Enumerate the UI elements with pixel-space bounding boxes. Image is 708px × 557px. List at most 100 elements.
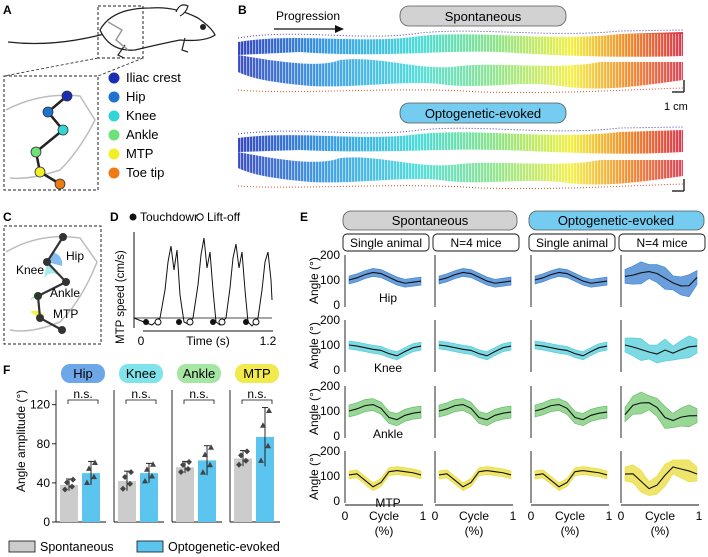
panel-b: Progression Spontaneous 1 cm Optogenetic… xyxy=(237,5,688,192)
e-xtick: 1 xyxy=(696,509,703,523)
e-sem-band xyxy=(534,466,608,492)
joint-marker xyxy=(108,129,120,141)
f-animal-point xyxy=(84,479,90,485)
panel-c-label-ankle: Ankle xyxy=(50,286,80,300)
spontaneous-header-pill xyxy=(342,210,518,231)
e-subheader-box xyxy=(618,233,706,252)
f-bar xyxy=(60,484,78,522)
f-animal-point xyxy=(244,448,250,455)
e-ylabel: Angle (°) xyxy=(307,453,321,500)
e-subheader-box xyxy=(528,233,616,252)
f-joint-pill-label: MTP xyxy=(243,366,270,381)
f-animal-point xyxy=(186,458,192,465)
panel-d-tick-start: 0 xyxy=(138,334,145,348)
e-mean-trace xyxy=(348,403,422,421)
f-bar xyxy=(140,473,158,522)
e-sem-band xyxy=(534,268,608,288)
f-ytick-label: 80 xyxy=(37,437,51,451)
e-ylabel: Angle (°) xyxy=(307,322,321,369)
f-joint-pill-label: Hip xyxy=(73,366,93,381)
e-mean-trace xyxy=(534,403,608,421)
joint-marker xyxy=(108,72,120,84)
liftoff-legend-label: Lift-off xyxy=(207,210,241,224)
gait-events xyxy=(143,318,260,326)
e-sem-band xyxy=(438,340,512,361)
f-animal-point xyxy=(243,457,249,464)
e-mean-trace xyxy=(438,271,512,284)
panel-f: Angle amplitude (°) 0 40 80 120 Hip n.s. Knee n… xyxy=(8,364,280,554)
f-bar xyxy=(234,458,252,522)
e-ytick: 100 xyxy=(320,469,340,483)
stick-figure-optogenetic xyxy=(237,126,684,190)
panel-e: Spontaneous Optogenetic-evoked Single an… xyxy=(307,210,706,538)
f-bar xyxy=(256,436,274,522)
progression-arrow xyxy=(274,25,344,33)
f-joint-pill xyxy=(119,364,163,383)
f-animal-point xyxy=(150,461,156,467)
progression-label: Progression xyxy=(276,9,340,23)
e-mean-trace xyxy=(624,344,698,355)
f-animal-point xyxy=(238,452,244,459)
e-ytick: 200 xyxy=(320,248,340,262)
joint-marker xyxy=(108,148,120,160)
f-animal-point xyxy=(142,477,148,484)
e-mean-trace xyxy=(438,403,512,421)
panel-d-xlabel: Time (s) xyxy=(186,334,230,348)
e-sem-band xyxy=(624,335,698,364)
e-mean-trace xyxy=(348,271,422,284)
f-animal-point xyxy=(64,479,70,486)
f-bar xyxy=(176,467,194,522)
legend-spontaneous-label: Spontaneous xyxy=(40,540,114,554)
optogenetic-pill-b xyxy=(399,102,567,124)
e-sem-band xyxy=(438,268,512,288)
f-animal-point xyxy=(70,476,76,483)
panel-d: Touchdown Lift-off MTP speed (cm/s) 0 Ti… xyxy=(115,210,277,348)
f-bar xyxy=(198,460,216,522)
zoom-inset-box xyxy=(3,75,99,191)
joint-label: MTP xyxy=(126,146,153,161)
scale-bar xyxy=(672,80,685,93)
e-sem-band xyxy=(348,268,422,288)
joint-label: Knee xyxy=(126,108,156,123)
spontaneous-header-label: Spontaneous xyxy=(392,213,469,228)
mouse-illustration xyxy=(3,4,216,77)
f-joint-pill-label: Knee xyxy=(126,366,156,381)
f-animal-point xyxy=(185,466,191,473)
f-animal-point xyxy=(180,461,186,468)
legend-spontaneous-swatch xyxy=(8,540,36,553)
joint-marker xyxy=(108,167,120,179)
e-ylabel: Angle (°) xyxy=(307,257,321,304)
optogenetic-header-label: Optogenetic-evoked xyxy=(558,213,674,228)
e-xtick: 1 xyxy=(420,509,427,523)
panel-f-legend: Spontaneous Optogenetic-evoked xyxy=(8,540,280,554)
liftoff-legend-marker xyxy=(196,213,204,221)
e-ytick: 100 xyxy=(320,404,340,418)
f-animal-point xyxy=(144,466,150,472)
optogenetic-header-pill xyxy=(528,210,705,231)
e-row-label: Ankle xyxy=(373,427,403,441)
e-mean-trace xyxy=(534,271,608,284)
f-joint-pill xyxy=(177,364,221,383)
e-row-label: Knee xyxy=(374,361,402,375)
f-significance-label: n.s. xyxy=(73,387,92,401)
e-mean-trace xyxy=(534,470,608,488)
f-significance-label: n.s. xyxy=(131,387,150,401)
joint-label: Toe tip xyxy=(126,165,164,180)
e-xlabel: Cycle xyxy=(459,509,489,523)
f-animal-point xyxy=(178,468,184,475)
f-animal-point xyxy=(202,451,208,458)
limb-skeleton xyxy=(5,90,96,190)
optogenetic-pill-b-label: Optogenetic-evoked xyxy=(425,106,541,121)
panel-f-ylabel: Angle amplitude (°) xyxy=(14,390,28,492)
scale-bar-2 xyxy=(672,179,685,192)
f-animal-point xyxy=(127,480,133,487)
f-animal-point xyxy=(200,469,206,475)
e-ytick: 0 xyxy=(333,429,340,443)
f-bar xyxy=(82,473,100,522)
amplitude-bar-chart: 0 40 80 120 Hip n.s. Knee n.s. Ankle n.s. MTP n.s. xyxy=(30,364,280,529)
e-mean-trace xyxy=(624,466,698,490)
e-mean-trace xyxy=(624,402,698,422)
f-animal-point xyxy=(149,473,155,479)
e-ytick: 0 xyxy=(333,363,340,377)
